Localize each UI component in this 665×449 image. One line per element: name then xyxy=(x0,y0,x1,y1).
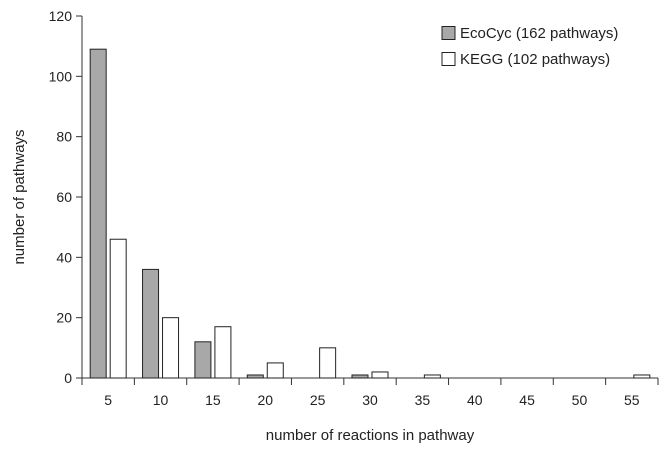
bar-ecocyc-30 xyxy=(351,374,369,379)
bar-kegg-20 xyxy=(266,362,284,379)
y-tick-label: 60 xyxy=(56,189,72,205)
y-tick-label: 0 xyxy=(64,370,72,386)
x-tick-label: 5 xyxy=(104,392,112,408)
bar-kegg-55 xyxy=(633,374,651,379)
legend-swatch-ecocyc xyxy=(441,26,456,40)
y-tick-labels: 0 20 40 60 80 100 120 xyxy=(49,8,73,386)
bar-kegg-5 xyxy=(109,238,127,379)
legend-swatch-kegg xyxy=(441,52,456,66)
y-tick-label: 80 xyxy=(56,129,72,145)
x-tick-label: 35 xyxy=(415,392,431,408)
y-tick-label: 120 xyxy=(49,8,73,24)
y-tick-label: 20 xyxy=(56,310,72,326)
legend-label-ecocyc: EcoCyc (162 pathways) xyxy=(460,25,618,42)
y-tick-label: 100 xyxy=(49,68,73,84)
x-tick-label: 40 xyxy=(467,392,483,408)
x-tick-label: 25 xyxy=(310,392,326,408)
y-axis-title: number of pathways xyxy=(11,129,28,264)
x-tick-label: 10 xyxy=(153,392,169,408)
x-tick-labels: 5 10 15 20 25 30 35 40 45 50 55 xyxy=(104,392,640,408)
legend: EcoCyc (162 pathways) KEGG (102 pathways… xyxy=(441,25,618,68)
x-axis-title: number of reactions in pathway xyxy=(266,427,475,444)
bar-kegg-15 xyxy=(214,326,232,379)
legend-label-kegg: KEGG (102 pathways) xyxy=(460,51,610,68)
x-tick-label: 30 xyxy=(362,392,378,408)
bar-ecocyc-20 xyxy=(246,374,264,379)
x-tick-label: 20 xyxy=(257,392,273,408)
bar-ecocyc-5 xyxy=(89,48,107,379)
bar-kegg-25 xyxy=(319,347,337,379)
x-tick-label: 45 xyxy=(519,392,535,408)
y-tick-label: 40 xyxy=(56,249,72,265)
x-tick-label: 55 xyxy=(624,392,640,408)
bar-kegg-35 xyxy=(423,374,441,379)
x-tick-label: 15 xyxy=(205,392,221,408)
bars xyxy=(89,48,651,379)
x-tick-label: 50 xyxy=(572,392,588,408)
bar-kegg-30 xyxy=(371,371,389,379)
bar-ecocyc-15 xyxy=(194,341,212,379)
bar-ecocyc-10 xyxy=(142,268,160,379)
bar-kegg-10 xyxy=(162,317,180,379)
